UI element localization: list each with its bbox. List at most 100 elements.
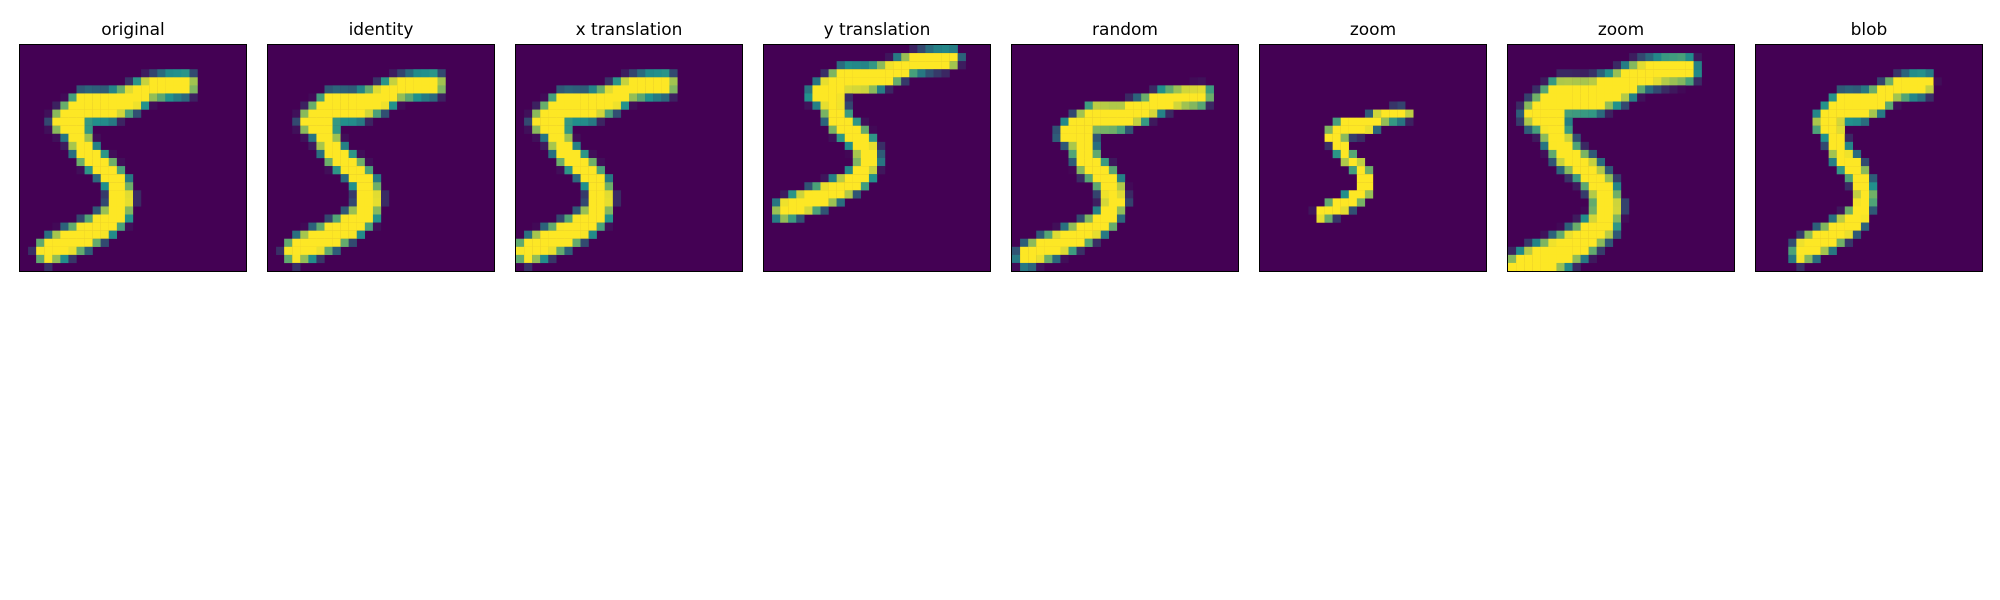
digit-pixel	[1685, 77, 1694, 86]
digit-pixel	[1685, 61, 1694, 70]
digit-pixel	[1836, 101, 1845, 110]
digit-pixel	[348, 214, 357, 223]
digit-pixel	[1068, 141, 1077, 151]
digit-pixel	[572, 117, 581, 126]
digit-pixel	[556, 125, 565, 134]
digit-pixel	[669, 93, 678, 102]
digit-pixel	[1044, 246, 1053, 256]
digit-pixel	[532, 254, 541, 264]
digit-pixel	[308, 246, 317, 256]
digit-pixel	[532, 230, 541, 239]
digit-pixel	[548, 141, 557, 151]
digit-pixel	[1028, 254, 1037, 264]
digit-pixel	[524, 109, 533, 118]
digit-pixel	[1076, 149, 1085, 159]
digit-pixel	[1389, 117, 1398, 126]
digit-pixel	[1548, 125, 1557, 134]
digit-pixel	[1092, 190, 1101, 199]
digit-pixel	[364, 109, 374, 118]
digit-pixel	[780, 206, 789, 215]
digit-pixel	[1796, 246, 1805, 256]
digit-pixel	[1836, 109, 1845, 118]
digit-pixel	[413, 93, 422, 102]
digit-pixel	[1181, 93, 1190, 102]
digit-pixel	[604, 85, 614, 94]
digit-pixel	[1340, 125, 1349, 134]
digit-pixel	[661, 85, 670, 94]
digit-pixel	[1820, 141, 1829, 151]
digit-pixel	[1588, 206, 1597, 215]
digit-pixel	[1580, 214, 1589, 223]
digit-pixel	[1621, 206, 1630, 215]
digit-pixel	[340, 174, 349, 183]
digit-pixel	[564, 158, 573, 167]
digit-pixel	[300, 222, 309, 231]
digit-pixel	[1836, 93, 1845, 102]
digit-pixel	[1612, 101, 1622, 110]
digit-pixel	[1100, 182, 1110, 191]
digit-pixel	[1092, 238, 1101, 247]
digit-pixel	[1340, 133, 1349, 143]
digit-pixel	[300, 125, 309, 134]
digit-pixel	[612, 77, 622, 86]
digit-pixel	[300, 133, 309, 143]
digit-pixel	[1588, 230, 1597, 239]
digit-pixel	[852, 149, 862, 159]
digit-pixel	[1548, 85, 1557, 94]
digit-pixel	[1012, 262, 1021, 271]
digit-pixel	[604, 109, 614, 118]
digit-pixel	[348, 238, 357, 247]
digit-pixel	[372, 85, 382, 94]
digit-pixel	[1084, 149, 1093, 159]
digit-pixel	[1836, 238, 1845, 247]
digit-pixel	[556, 214, 565, 223]
digit-pixel	[596, 190, 605, 199]
digit-pixel	[372, 190, 382, 199]
digit-pixel	[812, 85, 821, 94]
digit-pixel	[1348, 117, 1358, 126]
digit-pixel	[100, 238, 109, 247]
digit-pixel	[1604, 69, 1614, 78]
digit-pixel	[860, 149, 870, 159]
digit-pixel	[868, 149, 878, 159]
digit-pixel	[1852, 166, 1862, 175]
digit-pixel	[588, 214, 597, 223]
digit-pixel	[844, 166, 853, 175]
digit-pixel	[548, 222, 557, 231]
digit-pixel	[324, 133, 333, 143]
digit-pixel	[44, 246, 53, 256]
digit-pixel	[84, 85, 93, 94]
digit-pixel	[1580, 230, 1589, 239]
digit-pixel	[340, 222, 349, 231]
digit-pixel	[1645, 85, 1654, 94]
digit-pixel	[1612, 190, 1622, 199]
digit-pixel	[1068, 166, 1077, 175]
digit-pixel	[157, 77, 166, 86]
digit-pixel	[1524, 93, 1533, 102]
digit-pixel	[812, 182, 821, 191]
digit-pixel	[100, 214, 109, 223]
digit-pixel	[100, 230, 109, 239]
digit-pixel	[852, 125, 862, 134]
digit-pixel	[68, 222, 77, 231]
digit-pixel	[124, 182, 134, 191]
digit-pixel	[1844, 214, 1854, 223]
digit-pixel	[844, 101, 853, 110]
digit-pixel	[1860, 214, 1870, 223]
digit-pixel	[124, 198, 134, 207]
digit-pixel	[1828, 158, 1837, 167]
digit-pixel	[1116, 214, 1126, 223]
digit-pixel	[340, 117, 349, 126]
digit-pixel	[1548, 109, 1557, 118]
digit-pixel	[548, 109, 557, 118]
digit-pixel	[1869, 198, 1878, 207]
digit-pixel	[292, 262, 301, 271]
digit-pixel	[108, 182, 118, 191]
digit-pixel	[564, 166, 573, 175]
digit-pixel	[1060, 246, 1069, 256]
digit-pixel	[1893, 69, 1902, 78]
digit-pixel	[1852, 174, 1862, 183]
digit-pixel	[332, 222, 341, 231]
digit-pixel	[909, 61, 918, 70]
digit-pixel	[332, 117, 341, 126]
